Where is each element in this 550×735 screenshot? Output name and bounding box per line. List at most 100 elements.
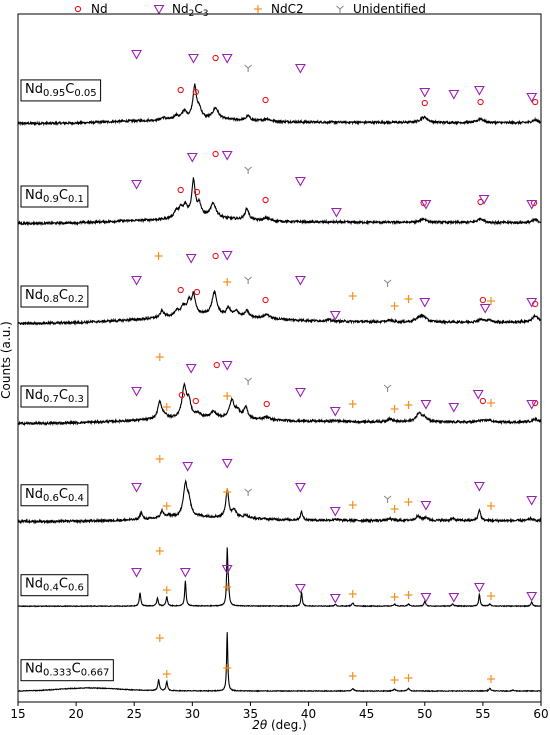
marker-nd2c3-0-2 [188,53,199,64]
pattern-label-2: Nd0.8C0.2 [20,285,89,308]
marker-ndc2-3-4 [390,405,399,413]
pattern-line-3 [17,381,542,427]
marker-nd2c3-0-0 [131,49,142,60]
marker-nd2c3-2-5 [329,310,341,321]
marker-unidentified-2-0 [244,276,252,284]
pattern-label-5: Nd0.4C0.6 [20,574,89,597]
marker-ndc2-2-2 [223,278,232,286]
marker-nd2c3-1-3 [221,150,233,161]
marker-nd-1-1 [193,188,201,196]
marker-nd-2-1 [193,288,201,296]
marker-ndc2-4-3 [348,501,357,509]
marker-nd2c3-0-6 [448,89,460,100]
plot-panels: Nd0.95C0.05 Nd0.9C0.1 Nd0.8C0.2 Nd0.7C0.3 Nd… [17,49,542,693]
legend-label-2: NdC2 [271,2,304,16]
pattern-2: Nd0.8C0.2 [17,250,542,326]
marker-nd2c3-2-7 [479,303,491,314]
marker-nd-2-3 [262,296,269,304]
marker-ndc2-5-0 [155,547,164,555]
svg-text:Nd0.6C0.4: Nd0.6C0.4 [25,487,84,504]
marker-ndc2-4-6 [487,502,496,510]
x-axis-title: 2θ (deg.) [252,718,307,732]
marker-nd2c3-3-6 [420,399,432,410]
marker-ndc2-3-3 [348,400,357,408]
marker-nd2c3-3-5 [329,406,341,417]
svg-text:Nd0.4C0.6: Nd0.4C0.6 [25,577,84,594]
marker-nd2c3-1-5 [331,207,342,218]
marker-ndc2-5-2 [223,583,232,591]
legend-label-3: Unidentified [353,2,426,16]
pattern-label-6: Nd0.333C0.667 [20,659,114,682]
marker-nd2c3-3-8 [472,389,484,400]
marker-unidentified-1-0 [244,166,252,174]
pattern-line-5 [17,547,542,608]
marker-nd-3-3 [263,400,270,408]
marker-nd2c3-1-2 [186,152,198,163]
marker-ndc2-3-6 [487,399,496,407]
marker-nd-0-2 [212,54,219,62]
marker-ndc2-6-6 [487,675,496,683]
marker-ndc2-6-3 [348,672,357,680]
marker-nd-2-2 [212,252,219,260]
marker-ndc2-3-1 [162,403,171,411]
marker-nd2c3-1-8 [526,199,538,210]
marker-nd2c3-5-2 [221,564,233,575]
marker-nd2c3-1-6 [420,199,432,210]
marker-ndc2-3-0 [155,353,164,361]
marker-nd2c3-4-5 [420,500,432,511]
marker-nd2c3-2-3 [221,250,233,261]
marker-ndc2-3-2 [223,392,232,400]
marker-unidentified-4-1 [383,495,392,503]
marker-nd2c3-3-3 [221,360,233,371]
pattern-line-1 [17,177,542,227]
marker-ndc2-6-5 [404,674,413,682]
marker-nd2c3-3-7 [448,402,460,413]
marker-nd2c3-5-0 [131,567,142,578]
x-tick-label-1: 20 [68,707,83,721]
marker-nd2c3-4-4 [329,506,341,517]
marker-nd2c3-4-0 [131,482,142,493]
marker-nd2c3-4-6 [473,481,485,492]
marker-nd2c3-5-7 [473,582,485,593]
marker-nd-3-2 [213,361,220,369]
x-tick-label-2: 25 [127,707,142,721]
pattern-4: Nd0.6C0.4 [17,455,542,525]
marker-nd2c3-5-5 [420,592,432,603]
marker-nd2c3-3-9 [526,399,538,410]
marker-nd2c3-4-1 [182,461,194,472]
marker-nd2c3-5-1 [179,567,191,578]
legend-marker-2 [254,5,262,13]
pattern-line-2 [17,289,542,326]
marker-unidentified-3-1 [383,384,392,392]
marker-nd2c3-0-5 [419,87,431,98]
x-tick-label-0: 15 [10,707,25,721]
x-tick-label-3: 30 [185,707,200,721]
marker-ndc2-4-1 [162,502,171,510]
marker-ndc2-6-1 [162,670,171,678]
marker-nd2c3-0-4 [294,63,306,74]
marker-ndc2-3-5 [404,401,413,409]
legend-label-0: Nd [91,2,108,16]
svg-text:Nd0.9C0.1: Nd0.9C0.1 [25,188,84,205]
marker-unidentified-0-0 [244,64,252,72]
marker-nd-3-0 [178,391,186,399]
marker-nd2c3-2-2 [185,253,197,264]
marker-ndc2-2-4 [390,302,399,310]
x-tick-label-7: 50 [417,707,432,721]
pattern-label-0: Nd0.95C0.05 [20,79,102,102]
x-tick-label-5: 40 [301,707,316,721]
pattern-label-4: Nd0.6C0.4 [20,484,89,507]
marker-nd2c3-4-2 [221,458,233,469]
marker-nd2c3-2-0 [131,275,142,286]
marker-nd2c3-1-0 [131,179,142,190]
legend-marker-1 [153,4,165,15]
marker-nd2c3-3-2 [185,363,197,374]
marker-nd2c3-2-6 [419,297,431,308]
marker-nd2c3-2-4 [294,275,306,286]
marker-ndc2-5-6 [487,592,496,600]
marker-nd2c3-3-0 [131,386,142,397]
marker-ndc2-5-3 [348,590,357,598]
pattern-0: Nd0.95C0.05 [17,49,542,127]
x-tick-label-9: 60 [533,707,548,721]
